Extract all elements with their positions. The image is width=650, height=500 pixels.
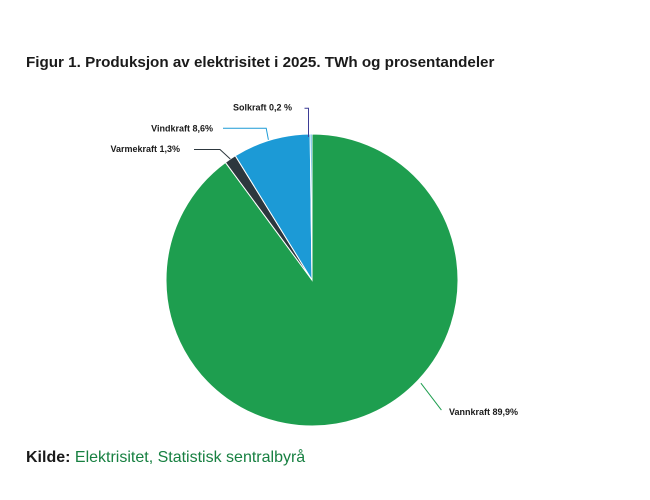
svg-text:Vindkraft 8,6%: Vindkraft 8,6%	[151, 124, 213, 134]
svg-text:Varmekraft 1,3%: Varmekraft 1,3%	[110, 144, 180, 154]
svg-text:Vannkraft 89,9%: Vannkraft 89,9%	[449, 407, 518, 417]
svg-text:Solkraft 0,2 %: Solkraft 0,2 %	[233, 103, 292, 113]
